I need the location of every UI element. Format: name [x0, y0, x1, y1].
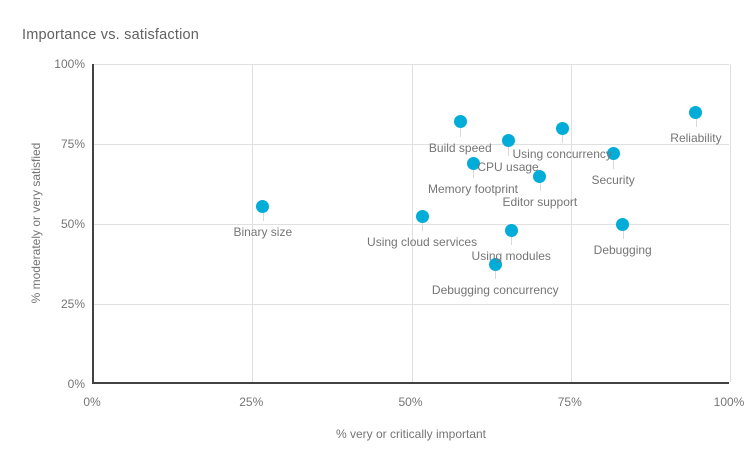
data-point-label: CPU usage [477, 159, 539, 174]
data-point-label: Debugging concurrency [431, 283, 559, 297]
data-point-label: Reliability [670, 131, 722, 145]
leader-line [539, 182, 541, 191]
x-axis-title: % very or critically important [335, 427, 487, 441]
data-point[interactable] [466, 156, 480, 170]
y-tick-label: 25% [60, 297, 85, 311]
x-tick-label: 0% [83, 395, 101, 409]
chart-title: Importance vs. satisfaction [22, 27, 200, 43]
data-point[interactable] [501, 134, 515, 148]
leader-line [473, 169, 474, 179]
y-tick-label: 75% [60, 137, 85, 151]
y-gridline [94, 304, 729, 305]
data-point[interactable] [689, 105, 703, 119]
x-tick-label: 100% [713, 395, 745, 409]
x-tick-label: 50% [398, 395, 423, 409]
data-point[interactable] [488, 257, 502, 271]
data-point[interactable] [415, 209, 429, 223]
data-point-label: Editor support [502, 195, 578, 209]
data-point-label: Debugging [593, 243, 652, 257]
leader-line [495, 270, 497, 279]
leader-line [622, 230, 624, 239]
y-tick-label: 50% [60, 217, 85, 231]
data-point[interactable] [606, 147, 620, 161]
data-point[interactable] [504, 223, 518, 237]
y-gridline [94, 64, 729, 65]
data-point[interactable] [533, 169, 547, 183]
leader-line [562, 134, 564, 143]
y-gridline [94, 224, 729, 225]
x-gridline [570, 64, 572, 382]
y-tick-label: 100% [54, 57, 85, 71]
data-point-label: Using cloud services [367, 235, 478, 249]
data-point[interactable] [256, 199, 270, 213]
leader-line [511, 236, 513, 246]
leader-line [422, 222, 424, 231]
x-tick-label: 75% [557, 395, 582, 409]
leader-line [613, 159, 615, 169]
data-point-label: Using concurrency [512, 147, 612, 161]
leader-line [460, 127, 462, 137]
data-point-label: Security [591, 172, 635, 187]
x-gridline [252, 64, 254, 382]
x-tick-label: 25% [239, 395, 264, 409]
x-gridline [411, 64, 413, 382]
data-point-label: Memory footprint [427, 182, 519, 197]
data-point[interactable] [616, 217, 630, 231]
leader-line [262, 212, 264, 222]
y-gridline [94, 144, 729, 145]
y-tick-label: 0% [67, 377, 85, 391]
x-gridline [730, 64, 731, 382]
data-point-label: Build speed [428, 140, 492, 155]
plot-area: Binary size Using cloud services Build spe… [92, 64, 731, 384]
leader-line [508, 146, 510, 156]
data-point[interactable] [453, 115, 467, 129]
data-point[interactable] [555, 121, 569, 135]
leader-line [695, 118, 697, 127]
data-point-label: Binary size [233, 225, 293, 240]
data-point-label: Using modules [471, 249, 551, 264]
